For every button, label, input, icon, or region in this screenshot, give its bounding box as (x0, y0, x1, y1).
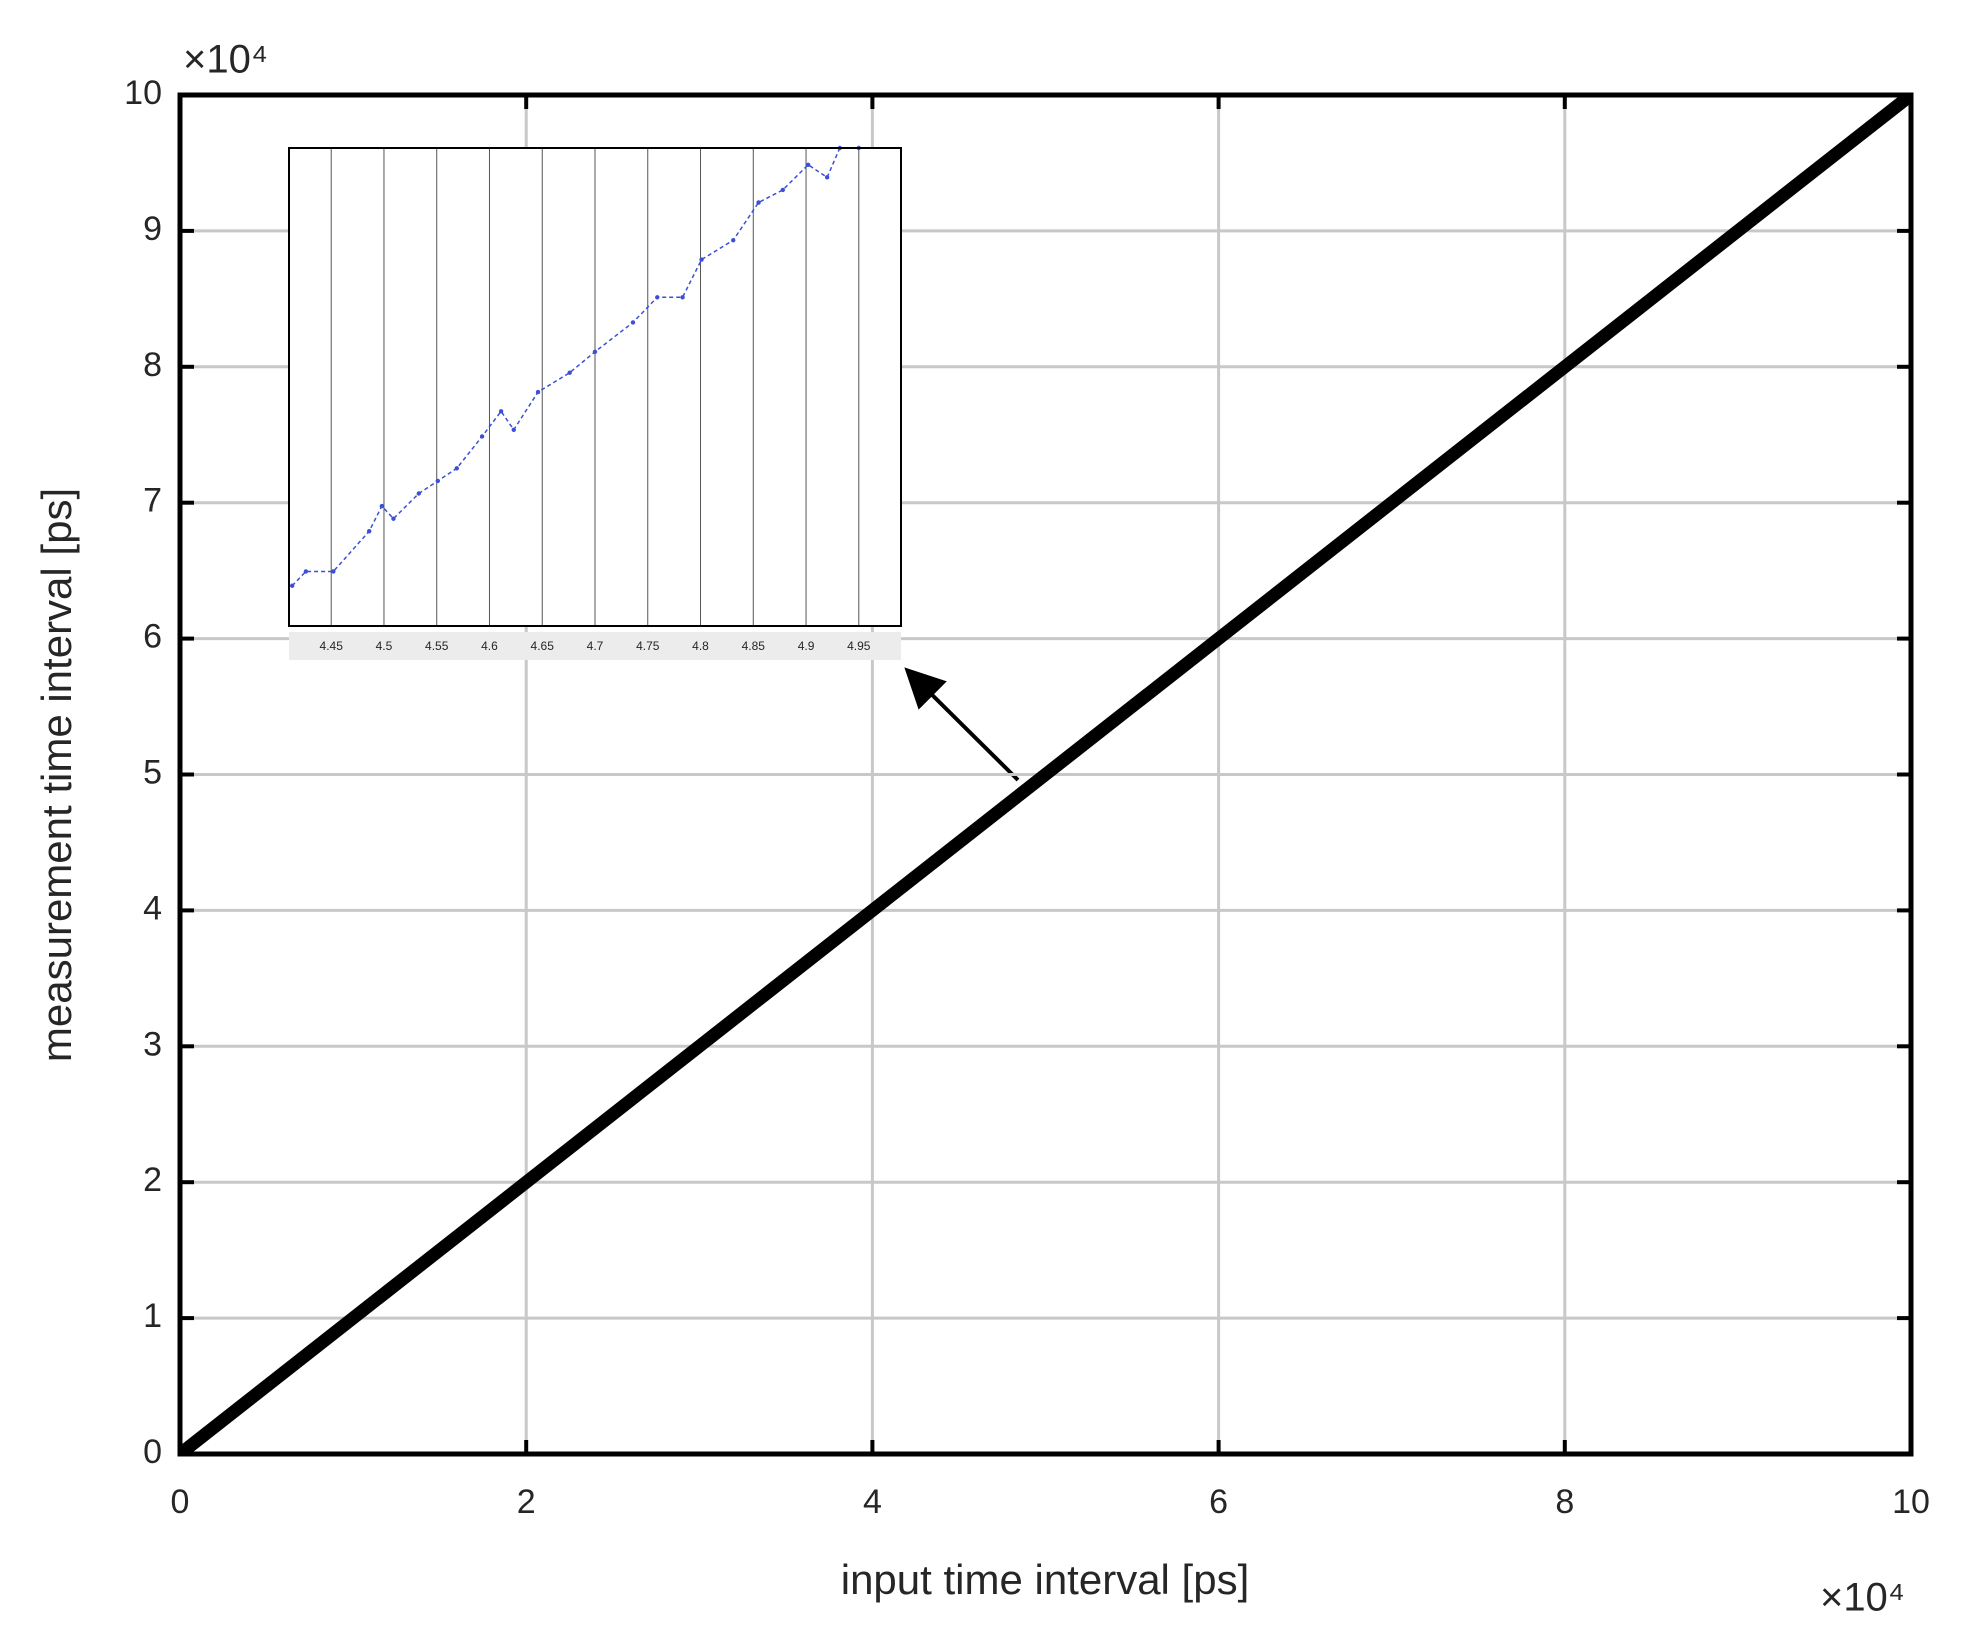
data-point (303, 569, 309, 574)
x-tick-label: 4.5 (376, 639, 393, 653)
y-tick-label: 10 (124, 74, 162, 112)
data-point (331, 569, 336, 574)
x-tick-label: 4.85 (742, 639, 766, 653)
data-point (680, 295, 685, 300)
data-line (180, 95, 1911, 1454)
x-tick-label: 4.6 (481, 639, 498, 653)
data-point (805, 162, 811, 167)
data-point (535, 389, 541, 395)
x-tick-label: 6 (1209, 1483, 1228, 1521)
x-tick-label: 4.95 (847, 639, 871, 653)
data-point (756, 200, 761, 205)
data-point (592, 349, 598, 354)
y-tick-label: 8 (143, 346, 162, 384)
axes-frame (288, 147, 902, 627)
axes-frame (177, 92, 1914, 1457)
y-tick-label: 1 (143, 1297, 162, 1335)
data-line (291, 148, 859, 587)
x-scale-label: ×10⁴ (1820, 1576, 1905, 1620)
x-tick-label: 4.65 (531, 639, 555, 653)
data-point (824, 175, 830, 180)
x-tick-label: 4.55 (425, 639, 449, 653)
x-tick-label: 4.7 (587, 639, 604, 653)
inset-tick-strip (289, 632, 901, 660)
data-point (655, 295, 660, 300)
inset-arrow (904, 667, 1020, 782)
data-point (511, 427, 516, 432)
data-point (416, 491, 421, 496)
data-point (391, 516, 396, 521)
x-axis-label: input time interval [ps] (841, 1556, 1250, 1603)
x-tick-label: 2 (517, 1483, 536, 1521)
x-tick-label: 4.45 (320, 639, 344, 653)
data-point (366, 529, 372, 534)
y-scale-label: ×10⁴ (183, 38, 268, 82)
data-point (498, 409, 504, 414)
data-point (731, 238, 736, 243)
y-tick-label: 5 (143, 753, 162, 791)
x-tick-label: 4.75 (636, 639, 660, 653)
data-point (379, 503, 385, 509)
data-point (699, 257, 704, 262)
y-tick-label: 4 (143, 889, 162, 927)
data-point (780, 187, 786, 193)
data-point (454, 466, 459, 471)
x-tick-label: 8 (1555, 1483, 1574, 1521)
y-axis-label: measurement time interval [ps] (33, 488, 80, 1062)
x-tick-label: 10 (1892, 1483, 1930, 1521)
x-tick-label: 0 (171, 1483, 190, 1521)
y-tick-label: 6 (143, 618, 162, 656)
x-tick-label: 4 (863, 1483, 882, 1521)
data-point (567, 370, 572, 375)
y-tick-label: 9 (143, 210, 162, 248)
y-tick-label: 2 (143, 1161, 162, 1199)
data-point (630, 320, 636, 325)
data-point (435, 478, 440, 484)
y-tick-label: 7 (143, 482, 162, 520)
y-tick-label: 3 (143, 1025, 162, 1063)
data-point (289, 583, 295, 588)
data-point (479, 434, 485, 439)
x-tick-label: 4.8 (692, 639, 709, 653)
y-tick-label: 0 (143, 1433, 162, 1471)
x-tick-label: 4.9 (798, 639, 815, 653)
